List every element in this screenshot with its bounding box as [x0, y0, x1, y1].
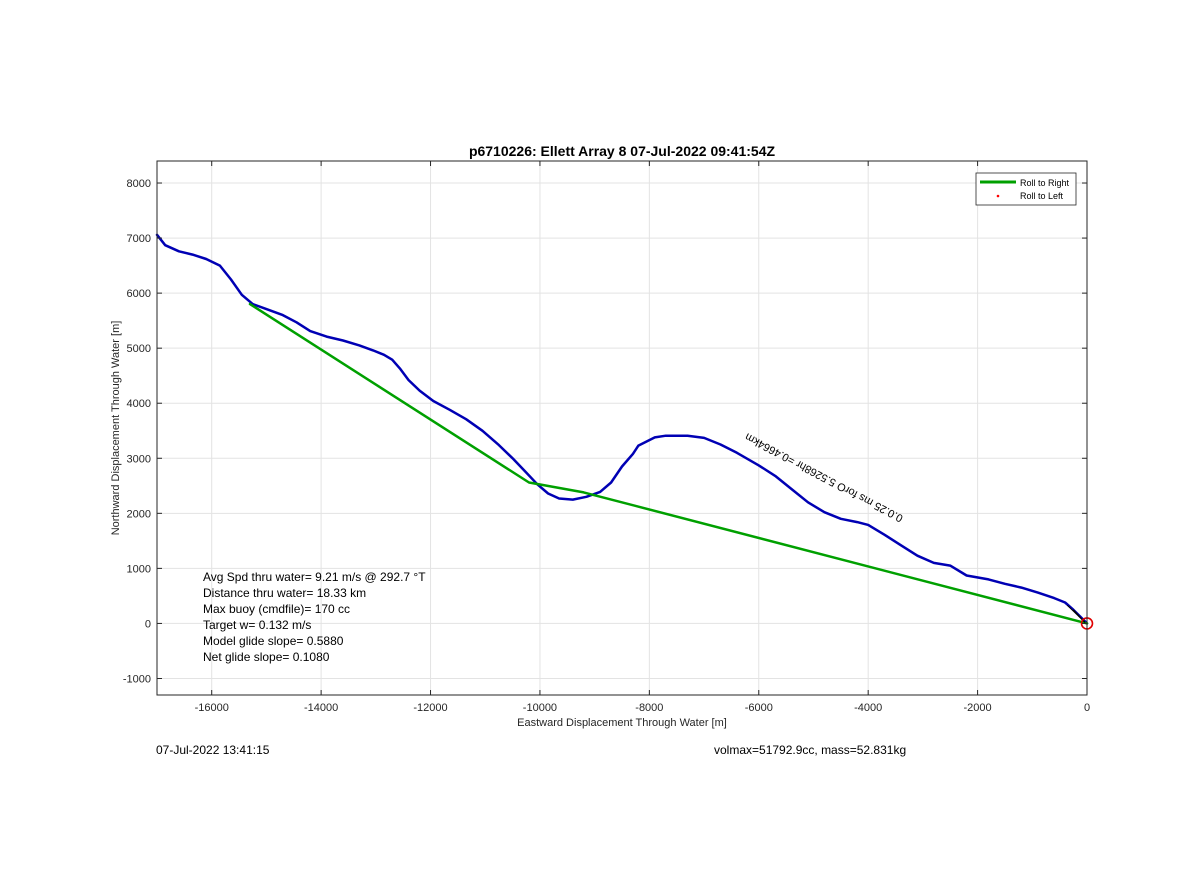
footer-mass-info: volmax=51792.9cc, mass=52.831kg: [714, 743, 907, 757]
current-vector-label: 0.0.25 ms forO 5.5268hr =0.4664km: [743, 430, 905, 524]
y-tick-label: 6000: [127, 288, 151, 300]
legend-box: [975, 172, 1077, 206]
x-axis-label: Eastward Displacement Through Water [m]: [517, 717, 727, 729]
y-tick-label: -1000: [123, 673, 151, 685]
x-tick-label: -4000: [854, 702, 882, 714]
axes-frame: [156, 160, 1088, 696]
y-tick-label: 0: [145, 618, 151, 630]
x-tick-label: -16000: [195, 702, 229, 714]
x-tick-label: 0: [1084, 702, 1090, 714]
chart-title: p6710226: Ellett Array 8 07-Jul-2022 09:…: [469, 143, 776, 159]
x-tick-label: -14000: [304, 702, 338, 714]
x-tick-label: -8000: [635, 702, 663, 714]
series-layer: [155, 233, 1089, 625]
legend-label-roll-right: Roll to Right: [1020, 178, 1070, 188]
stat-net-glide-slope: Net glide slope= 0.1080: [203, 650, 330, 664]
stats-annotations: Avg Spd thru water= 9.21 m/s @ 292.7 °T …: [203, 570, 426, 664]
grid-lines: [157, 161, 1088, 695]
roll-to-right-line: [248, 302, 1089, 625]
y-tick-label: 5000: [127, 343, 151, 355]
y-tick-label: 2000: [127, 508, 151, 520]
y-tick-label: 4000: [127, 398, 151, 410]
y-tick-label: 3000: [127, 453, 151, 465]
endpoint-marker: [1066, 604, 1094, 630]
legend: Roll to Right Roll to Left: [975, 172, 1077, 206]
legend-swatch-roll-left: [996, 194, 1000, 198]
x-tick-label: -10000: [523, 702, 557, 714]
y-axis-label: Northward Displacement Through Water [m]: [110, 321, 122, 536]
stat-avg-speed: Avg Spd thru water= 9.21 m/s @ 292.7 °T: [203, 570, 426, 584]
y-tick-label: 7000: [127, 233, 151, 245]
y-tick-label: 8000: [127, 178, 151, 190]
footer-timestamp: 07-Jul-2022 13:41:15: [156, 743, 270, 757]
stat-distance: Distance thru water= 18.33 km: [203, 586, 366, 600]
y-tick-label: 1000: [127, 563, 151, 575]
legend-label-roll-left: Roll to Left: [1020, 191, 1064, 201]
x-tick-label: -6000: [745, 702, 773, 714]
stat-target-w: Target w= 0.132 m/s: [203, 618, 311, 632]
tick-labels: -16000 -14000 -12000 -10000 -8000 -6000 -4000-…: [123, 161, 1090, 714]
stat-max-buoy: Max buoy (cmdfile)= 170 cc: [203, 602, 350, 616]
x-tick-label: -2000: [964, 702, 992, 714]
stat-model-glide-slope: Model glide slope= 0.5880: [203, 634, 344, 648]
x-tick-label: -12000: [413, 702, 447, 714]
